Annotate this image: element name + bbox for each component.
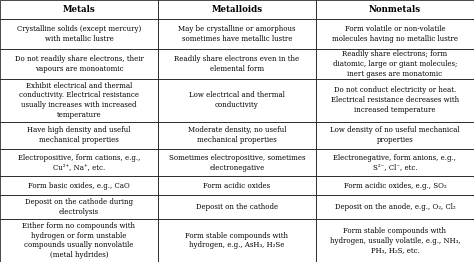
Bar xyxy=(0,195,158,219)
Text: Electronegative, form anions, e.g.,
S²⁻, Cl⁻, etc.: Electronegative, form anions, e.g., S²⁻,… xyxy=(334,154,456,172)
Text: Do not conduct electricity or heat.
Electrical resistance decreases with
increas: Do not conduct electricity or heat. Elec… xyxy=(331,86,459,114)
Text: Form volatile or non-volatile
molecules having no metallic lustre: Form volatile or non-volatile molecules … xyxy=(332,25,458,43)
Text: Sometimes electropositive, sometimes
electronegative: Sometimes electropositive, sometimes ele… xyxy=(169,154,305,172)
Text: May be crystalline or amorphous
sometimes have metallic lustre: May be crystalline or amorphous sometime… xyxy=(178,25,296,43)
Text: Nonmetals: Nonmetals xyxy=(369,5,421,14)
Bar xyxy=(158,176,316,195)
Text: Exhibit electrical and thermal
conductivity. Electrical resistance
usually incre: Exhibit electrical and thermal conductiv… xyxy=(19,81,139,119)
Bar xyxy=(158,149,316,176)
Bar xyxy=(0,219,158,262)
Bar xyxy=(316,122,474,149)
Text: Low density of no useful mechanical
properties: Low density of no useful mechanical prop… xyxy=(330,127,460,144)
Text: Either form no compounds with
hydrogen or form unstable
compounds usually nonvol: Either form no compounds with hydrogen o… xyxy=(22,222,136,259)
Bar xyxy=(316,219,474,262)
Text: Deposit on the cathode: Deposit on the cathode xyxy=(196,203,278,211)
Text: Do not readily share electrons, their
vapours are monoatomic: Do not readily share electrons, their va… xyxy=(15,55,144,73)
Bar xyxy=(158,0,316,19)
Text: Moderate density, no useful
mechanical properties: Moderate density, no useful mechanical p… xyxy=(188,127,286,144)
Text: Form acidic oxides: Form acidic oxides xyxy=(203,182,271,190)
Bar xyxy=(158,49,316,79)
Text: Low electrical and thermal
conductivity: Low electrical and thermal conductivity xyxy=(189,91,285,109)
Bar xyxy=(158,79,316,122)
Bar xyxy=(158,122,316,149)
Bar xyxy=(316,19,474,49)
Text: Form basic oxides, e.g., CaO: Form basic oxides, e.g., CaO xyxy=(28,182,130,190)
Text: Readily share electrons; form
diatomic, large or giant molecules;
inert gases ar: Readily share electrons; form diatomic, … xyxy=(333,50,457,78)
Text: Metalloids: Metalloids xyxy=(211,5,263,14)
Text: Readily share electrons even in the
elemental form: Readily share electrons even in the elem… xyxy=(174,55,300,73)
Bar xyxy=(158,19,316,49)
Bar xyxy=(0,122,158,149)
Bar xyxy=(0,0,158,19)
Bar xyxy=(0,19,158,49)
Text: Crystalline solids (except mercury)
with metallic lustre: Crystalline solids (except mercury) with… xyxy=(17,25,141,43)
Text: Deposit on the anode, e.g., O₂, Cl₂: Deposit on the anode, e.g., O₂, Cl₂ xyxy=(335,203,456,211)
Bar xyxy=(0,176,158,195)
Text: Deposit on the cathode during
electrolysis: Deposit on the cathode during electrolys… xyxy=(25,198,133,216)
Text: Metals: Metals xyxy=(63,5,95,14)
Text: Have high density and useful
mechanical properties: Have high density and useful mechanical … xyxy=(27,127,131,144)
Text: Form stable compounds with
hydrogen, e.g., AsH₃, H₂Se: Form stable compounds with hydrogen, e.g… xyxy=(185,232,289,249)
Bar xyxy=(316,195,474,219)
Bar xyxy=(316,79,474,122)
Bar xyxy=(158,195,316,219)
Text: Form acidic oxides, e.g., SO₂: Form acidic oxides, e.g., SO₂ xyxy=(344,182,447,190)
Bar xyxy=(158,219,316,262)
Bar xyxy=(0,149,158,176)
Bar xyxy=(316,149,474,176)
Text: Electropositive, form cations, e.g.,
Cu²⁺, Na⁺, etc.: Electropositive, form cations, e.g., Cu²… xyxy=(18,154,140,172)
Bar xyxy=(316,49,474,79)
Bar xyxy=(316,176,474,195)
Bar xyxy=(316,0,474,19)
Text: Form stable compounds with
hydrogen, usually volatile, e.g., NH₃,
PH₃, H₂S, etc.: Form stable compounds with hydrogen, usu… xyxy=(330,227,460,254)
Bar xyxy=(0,79,158,122)
Bar xyxy=(0,49,158,79)
